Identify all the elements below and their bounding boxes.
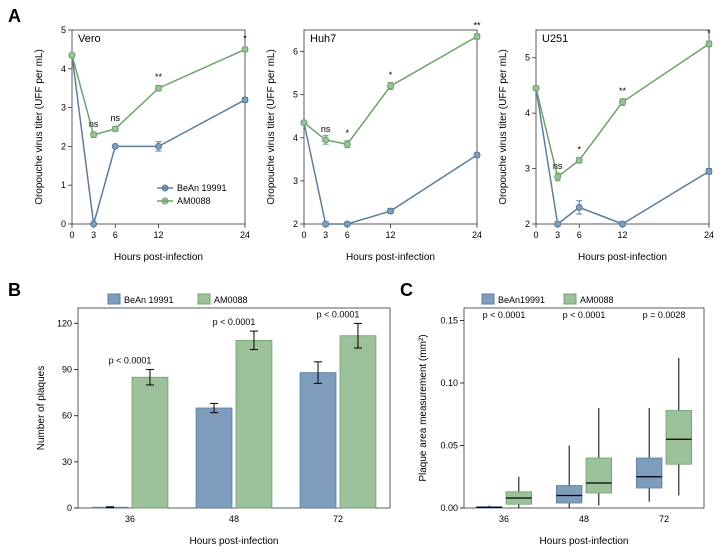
svg-text:Hours post-infection: Hours post-infection: [190, 536, 279, 547]
svg-text:U251: U251: [542, 33, 568, 45]
svg-text:Hours post-infection: Hours post-infection: [346, 252, 435, 263]
svg-text:6: 6: [293, 47, 298, 57]
svg-text:12: 12: [617, 230, 627, 240]
svg-text:6: 6: [577, 230, 582, 240]
svg-text:48: 48: [229, 514, 239, 524]
svg-text:*: *: [243, 33, 247, 43]
panel-a-u251: 23450361224U251ns****Oropouche virus tit…: [494, 16, 719, 266]
svg-text:Oropouche virus titer (UFF per: Oropouche virus titer (UFF per mL): [34, 49, 45, 205]
svg-text:p < 0.0001: p < 0.0001: [563, 310, 606, 320]
svg-text:**: **: [473, 20, 481, 30]
svg-text:3: 3: [525, 164, 530, 174]
svg-text:Plaque area measurement (mm²): Plaque area measurement (mm²): [418, 334, 429, 481]
svg-text:12: 12: [153, 230, 163, 240]
svg-text:0: 0: [69, 230, 74, 240]
svg-text:3: 3: [293, 176, 298, 186]
svg-text:p < 0.0001: p < 0.0001: [109, 356, 152, 366]
svg-text:AM0088: AM0088: [177, 196, 211, 206]
panel-c-chart: 0.00 0.05 0.10 0.15 36 p < 0.0001 48 p < 0.0001…: [412, 290, 712, 550]
svg-text:3: 3: [91, 230, 96, 240]
svg-text:BeAn19991: BeAn19991: [498, 295, 545, 305]
svg-text:Number of plaques: Number of plaques: [36, 366, 47, 451]
svg-text:0.10: 0.10: [440, 378, 458, 388]
svg-text:**: **: [619, 86, 627, 96]
svg-text:*: *: [389, 70, 393, 80]
svg-text:**: **: [155, 72, 163, 82]
svg-text:4: 4: [525, 108, 530, 118]
svg-text:p < 0.0001: p < 0.0001: [483, 310, 526, 320]
svg-text:Oropouche virus titer (UFF per: Oropouche virus titer (UFF per mL): [498, 49, 509, 205]
svg-text:12: 12: [385, 230, 395, 240]
svg-text:0.15: 0.15: [440, 316, 458, 326]
svg-text:*: *: [707, 28, 711, 38]
svg-text:Hours post-infection: Hours post-infection: [578, 252, 667, 263]
svg-text:60: 60: [62, 411, 72, 421]
svg-text:Hours post-infection: Hours post-infection: [540, 536, 629, 547]
svg-text:5: 5: [293, 90, 298, 100]
svg-text:ns: ns: [553, 161, 563, 171]
svg-text:2: 2: [525, 219, 530, 229]
svg-text:6: 6: [345, 230, 350, 240]
svg-text:Huh7: Huh7: [310, 33, 336, 45]
svg-text:AM0088: AM0088: [580, 295, 614, 305]
panel-b-chart: 0 30 60 90 120 36 p < 0.0001 48 p < 0.0001 72 p < …: [30, 290, 400, 550]
panel-a-vero: 0123450361224Veronsns***Oropouche virus …: [30, 16, 255, 266]
svg-text:0: 0: [61, 219, 66, 229]
svg-text:BeAn 19991: BeAn 19991: [124, 295, 174, 305]
svg-text:Hours post-infection: Hours post-infection: [114, 252, 203, 263]
svg-text:ns: ns: [321, 124, 331, 134]
svg-text:24: 24: [704, 230, 714, 240]
svg-text:0.05: 0.05: [440, 441, 458, 451]
svg-text:2: 2: [293, 219, 298, 229]
svg-text:1: 1: [61, 180, 66, 190]
panel-b-label: B: [8, 280, 21, 301]
svg-text:24: 24: [472, 230, 482, 240]
svg-text:p = 0.0028: p = 0.0028: [643, 310, 686, 320]
svg-text:AM0088: AM0088: [214, 295, 248, 305]
svg-text:ns: ns: [110, 113, 120, 123]
svg-text:48: 48: [579, 514, 589, 524]
svg-text:36: 36: [125, 514, 135, 524]
svg-text:72: 72: [333, 514, 343, 524]
panel-a-huh7: 234560361224Huh7ns****Oropouche virus ti…: [262, 16, 487, 266]
svg-text:0: 0: [301, 230, 306, 240]
svg-text:120: 120: [57, 318, 72, 328]
figure: { "colors": { "series1": "#7e9dbd", "ser…: [0, 0, 720, 560]
svg-text:p < 0.0001: p < 0.0001: [213, 317, 256, 327]
svg-text:0.00: 0.00: [440, 503, 458, 513]
svg-text:72: 72: [659, 514, 669, 524]
svg-text:Vero: Vero: [78, 33, 101, 45]
svg-text:p < 0.0001: p < 0.0001: [317, 309, 360, 319]
svg-text:24: 24: [240, 230, 250, 240]
svg-text:3: 3: [555, 230, 560, 240]
svg-text:4: 4: [61, 64, 66, 74]
svg-text:Oropouche virus titer (UFF per: Oropouche virus titer (UFF per mL): [266, 49, 277, 205]
svg-text:6: 6: [113, 230, 118, 240]
svg-text:0: 0: [67, 503, 72, 513]
svg-text:3: 3: [61, 103, 66, 113]
svg-text:36: 36: [499, 514, 509, 524]
svg-text:BeAn 19991: BeAn 19991: [177, 183, 227, 193]
svg-text:*: *: [577, 144, 581, 154]
svg-text:30: 30: [62, 457, 72, 467]
svg-text:*: *: [345, 128, 349, 138]
svg-text:2: 2: [61, 141, 66, 151]
svg-text:5: 5: [61, 25, 66, 35]
svg-text:0: 0: [533, 230, 538, 240]
panel-a-label: A: [8, 6, 21, 27]
svg-text:ns: ns: [89, 119, 99, 129]
svg-text:5: 5: [525, 53, 530, 63]
svg-text:90: 90: [62, 365, 72, 375]
svg-text:4: 4: [293, 133, 298, 143]
svg-text:3: 3: [323, 230, 328, 240]
